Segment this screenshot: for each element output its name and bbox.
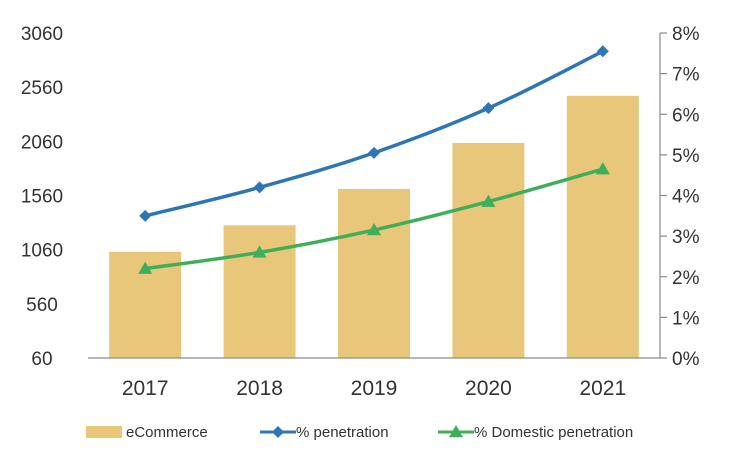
y-right-tick-label: 1%: [672, 308, 700, 329]
bar-ecommerce: [223, 225, 296, 358]
legend-label-domestic-penetration: % Domestic penetration: [474, 424, 633, 441]
point-penetration: [596, 45, 609, 58]
x-category-label: 2020: [465, 377, 512, 400]
y-left-tick-label: 60: [31, 349, 52, 370]
y-right-tick-label: 2%: [672, 268, 700, 289]
point-domestic-penetration: [252, 245, 267, 258]
legend-marker-domestic-penetration: [449, 425, 463, 438]
point-penetration: [482, 102, 495, 115]
point-domestic-penetration: [595, 162, 610, 175]
y-right-tick-label: 5%: [672, 146, 700, 167]
y-left-tick-label: 1560: [21, 187, 63, 208]
y-left-tick-label: 560: [26, 295, 58, 316]
x-category-label: 2019: [351, 377, 398, 400]
y-right-tick-label: 0%: [672, 349, 700, 370]
y-left-tick-label: 2560: [21, 78, 63, 99]
legend-marker-penetration: [272, 426, 284, 438]
legend-label-ecommerce: eCommerce: [126, 424, 208, 441]
point-domestic-penetration: [481, 194, 496, 207]
legend-label-penetration: % penetration: [296, 424, 389, 441]
x-category-label: 2021: [579, 377, 626, 400]
y-right-tick-label: 8%: [672, 24, 700, 45]
legend-swatch-ecommerce: [86, 426, 122, 438]
point-penetration: [139, 209, 152, 222]
bar-ecommerce: [452, 142, 525, 358]
point-domestic-penetration: [367, 223, 381, 236]
y-left-tick-label: 2060: [21, 132, 63, 153]
y-left-tick-label: 3060: [21, 24, 63, 45]
point-domestic-penetration: [138, 261, 153, 274]
y-right-tick-label: 6%: [672, 105, 700, 126]
y-left-tick-label: 1060: [21, 241, 63, 262]
y-right-tick-label: 3%: [672, 227, 700, 248]
point-penetration: [368, 146, 380, 159]
x-category-label: 2018: [236, 377, 283, 400]
bar-ecommerce: [566, 95, 639, 358]
y-right-tick-label: 4%: [672, 187, 700, 208]
x-category-label: 2017: [122, 377, 169, 400]
point-penetration: [253, 181, 266, 194]
bar-ecommerce: [338, 189, 410, 358]
y-right-tick-label: 7%: [672, 65, 700, 86]
